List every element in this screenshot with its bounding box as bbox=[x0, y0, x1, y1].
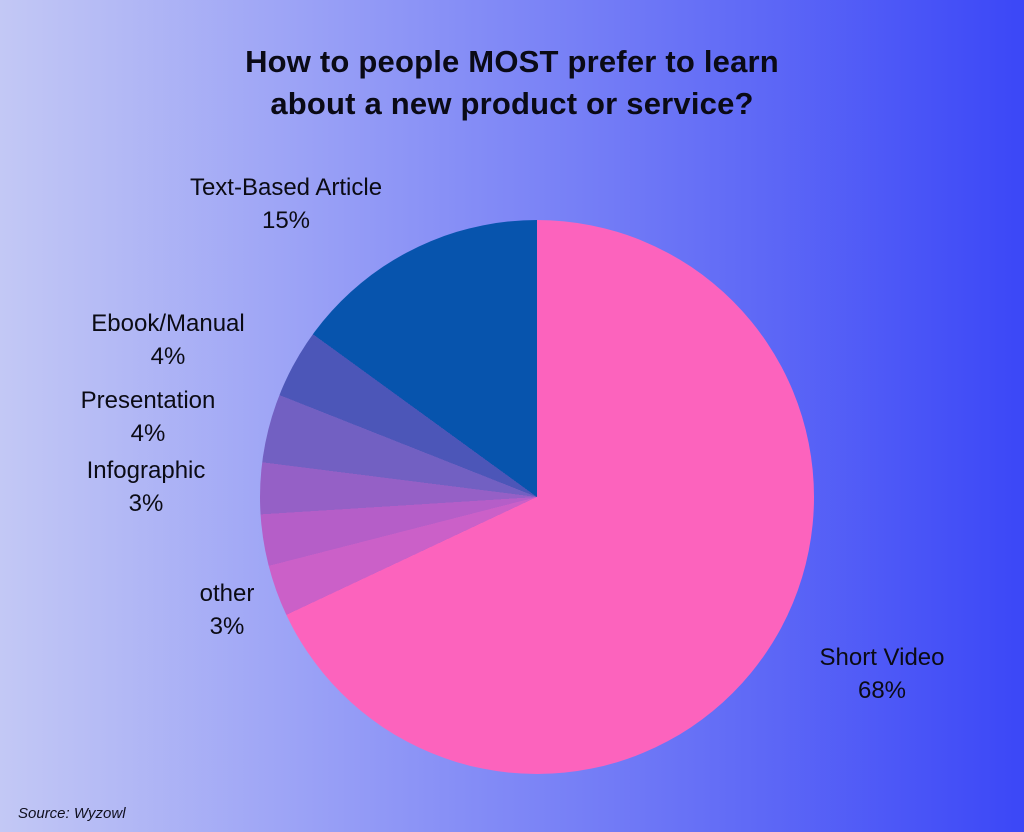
slice-label-percent: 15% bbox=[261, 207, 311, 234]
slice-label-infographic: Infographic 3% bbox=[87, 454, 206, 520]
slice-label-ebook-manual: Ebook/Manual 4% bbox=[91, 307, 244, 373]
slice-label-percent: 4% bbox=[150, 343, 186, 370]
slice-label-percent: 3% bbox=[209, 613, 245, 640]
pie-chart bbox=[260, 220, 814, 774]
slice-label-name: Short Video bbox=[819, 644, 945, 671]
slice-label-percent: 68% bbox=[857, 677, 907, 704]
slice-label-presentation: Presentation 4% bbox=[81, 384, 216, 450]
chart-title-line1: How to people MOST prefer to learn bbox=[245, 44, 779, 79]
slice-label-short-video: Short Video 68% bbox=[820, 641, 945, 707]
slice-label-name: Infographic bbox=[86, 457, 206, 484]
chart-title-line2: about a new product or service? bbox=[270, 86, 754, 121]
slice-label-other: other 3% bbox=[200, 577, 255, 643]
slice-label-name: other bbox=[199, 580, 255, 607]
slice-label-percent: 4% bbox=[130, 420, 166, 447]
slice-label-name: Text-Based Article bbox=[189, 174, 383, 201]
slice-label-percent: 3% bbox=[128, 490, 164, 517]
chart-title: How to people MOST prefer to learn about… bbox=[0, 41, 1024, 125]
slice-label-text-based-article: Text-Based Article 15% bbox=[190, 171, 382, 237]
source-attribution: Source: Wyzowl bbox=[18, 805, 126, 822]
slice-label-name: Presentation bbox=[80, 387, 216, 414]
slice-label-name: Ebook/Manual bbox=[91, 310, 245, 337]
